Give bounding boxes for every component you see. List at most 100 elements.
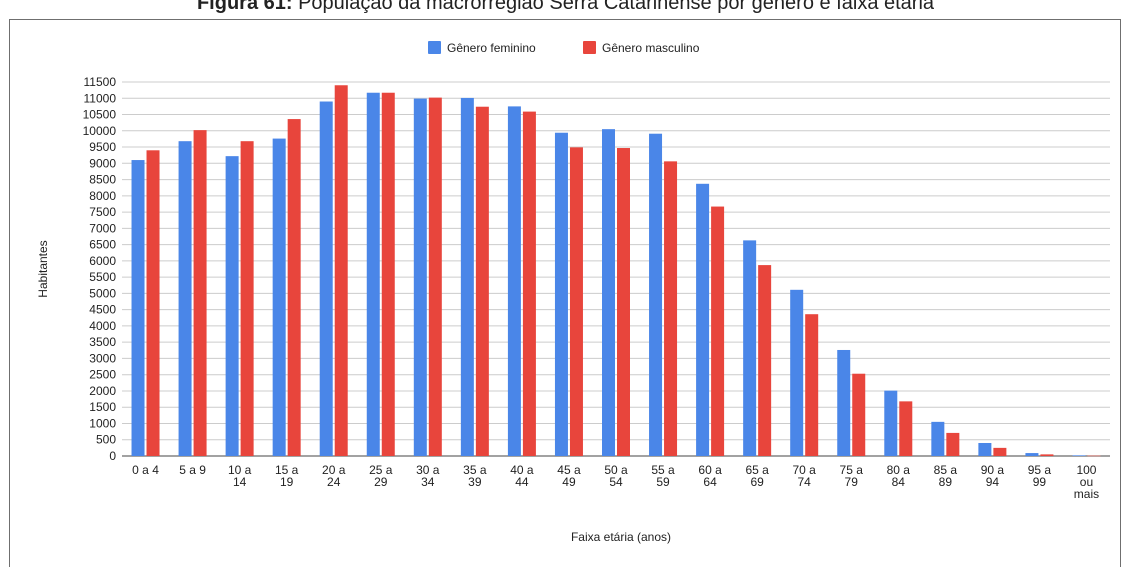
- x-tick-label: ou: [1080, 475, 1093, 489]
- bar-feminino-17: [931, 421, 945, 456]
- y-tick-label: 5500: [89, 270, 116, 284]
- y-tick-label: 1000: [89, 416, 116, 430]
- bar-feminino-6: [413, 98, 427, 456]
- bar-feminino-13: [743, 240, 757, 456]
- y-axis-title: Habitantes: [36, 240, 50, 297]
- legend-label-0: Gênero feminino: [447, 41, 536, 55]
- bar-feminino-14: [790, 289, 804, 456]
- x-tick-label: 25 a: [369, 463, 393, 477]
- x-tick-label: 34: [421, 475, 435, 489]
- x-tick-label: 99: [1033, 475, 1047, 489]
- bar-feminino-20: [1072, 455, 1086, 456]
- x-tick-label: 70 a: [793, 463, 817, 477]
- x-tick-label: 55 a: [651, 463, 675, 477]
- y-tick-label: 1500: [89, 400, 116, 414]
- bar-feminino-19: [1025, 453, 1039, 456]
- y-tick-label: 7500: [89, 205, 116, 219]
- bar-masculino-12: [711, 206, 725, 456]
- x-tick-label: 35 a: [463, 463, 487, 477]
- x-tick-label: 10 a: [228, 463, 252, 477]
- x-axis-ticks: 0 a 4 5 a 9 10 a14 15 a19 20 a24 25 a29 30 a34…: [132, 463, 1099, 501]
- bar-masculino-0: [146, 150, 160, 456]
- y-tick-label: 3500: [89, 335, 116, 349]
- x-tick-label: 5 a 9: [179, 463, 206, 477]
- bar-feminino-18: [978, 442, 992, 456]
- x-tick-label: 39: [468, 475, 482, 489]
- x-tick-label: 84: [892, 475, 906, 489]
- y-tick-label: 8500: [89, 173, 116, 187]
- bar-feminino-9: [554, 132, 568, 456]
- x-tick-label: 45 a: [557, 463, 581, 477]
- bars: [131, 85, 1101, 457]
- legend-swatch-0: [428, 41, 441, 54]
- x-axis-title: Faixa etária (anos): [571, 530, 671, 544]
- x-tick-label: 90 a: [981, 463, 1005, 477]
- x-tick-label: 69: [750, 475, 764, 489]
- bar-masculino-18: [993, 447, 1007, 456]
- gridlines: [122, 81, 1110, 457]
- y-tick-label: 4000: [89, 319, 116, 333]
- x-tick-label: 24: [327, 475, 341, 489]
- legend-swatch-1: [583, 41, 596, 54]
- bar-feminino-10: [602, 129, 615, 456]
- y-tick-label: 6500: [89, 238, 116, 252]
- y-tick-label: 2500: [89, 368, 116, 382]
- x-tick-label: 54: [609, 475, 623, 489]
- bar-feminino-12: [696, 183, 710, 457]
- bar-masculino-16: [899, 401, 913, 456]
- y-tick-label: 6000: [89, 254, 116, 268]
- bar-masculino-17: [946, 432, 960, 456]
- y-tick-label: 11500: [84, 75, 117, 89]
- bar-masculino-15: [852, 373, 866, 456]
- bar-feminino-15: [837, 349, 851, 456]
- bar-masculino-8: [522, 111, 536, 456]
- bar-masculino-11: [664, 161, 678, 457]
- bar-masculino-20: [1087, 455, 1101, 457]
- bar-feminino-0: [131, 160, 145, 456]
- chart-frame: [9, 19, 1121, 567]
- bar-feminino-8: [507, 106, 521, 457]
- bar-masculino-1: [193, 130, 207, 456]
- y-tick-label: 4500: [89, 303, 116, 317]
- bar-masculino-19: [1040, 454, 1054, 456]
- y-axis-ticks: 0 500 1000 1500 2000 2500 3000 3500 4000 4500 5000…: [83, 75, 117, 463]
- y-tick-label: 2000: [89, 384, 116, 398]
- x-tick-label: 49: [562, 475, 576, 489]
- x-tick-label: mais: [1074, 487, 1099, 501]
- x-tick-label: 50 a: [604, 463, 628, 477]
- y-tick-label: 9000: [89, 156, 116, 170]
- bar-feminino-16: [884, 390, 898, 456]
- x-tick-label: 100: [1076, 463, 1096, 477]
- x-tick-label: 74: [798, 475, 812, 489]
- legend-label-1: Gênero masculino: [602, 41, 700, 55]
- figure-caption-number: Figura 61:: [196, 0, 293, 14]
- x-tick-label: 29: [374, 475, 388, 489]
- legend: Gênero feminino Gênero masculino: [428, 41, 700, 55]
- x-tick-label: 65 a: [745, 463, 769, 477]
- bar-masculino-13: [758, 265, 772, 456]
- y-tick-label: 3000: [89, 351, 116, 365]
- x-tick-label: 40 a: [510, 463, 534, 477]
- y-tick-label: 0: [109, 449, 116, 463]
- bar-feminino-4: [319, 101, 333, 456]
- bar-feminino-7: [460, 97, 474, 456]
- y-tick-label: 7000: [89, 221, 116, 235]
- x-tick-label: 44: [515, 475, 529, 489]
- x-tick-label: 0 a 4: [132, 463, 159, 477]
- y-tick-label: 9500: [89, 140, 116, 154]
- bar-masculino-10: [617, 148, 630, 456]
- bar-feminino-2: [225, 156, 239, 456]
- y-tick-label: 5000: [89, 286, 116, 300]
- bar-masculino-14: [805, 314, 819, 456]
- bar-feminino-3: [272, 138, 286, 456]
- x-tick-label: 94: [986, 475, 1000, 489]
- x-tick-label: 60 a: [698, 463, 722, 477]
- x-tick-label: 80 a: [887, 463, 911, 477]
- bar-feminino-11: [649, 133, 663, 456]
- x-tick-label: 59: [656, 475, 670, 489]
- x-tick-label: 85 a: [934, 463, 958, 477]
- y-tick-label: 11000: [84, 91, 117, 105]
- bar-feminino-1: [178, 141, 192, 456]
- bar-masculino-4: [334, 85, 348, 457]
- x-tick-label: 79: [845, 475, 859, 489]
